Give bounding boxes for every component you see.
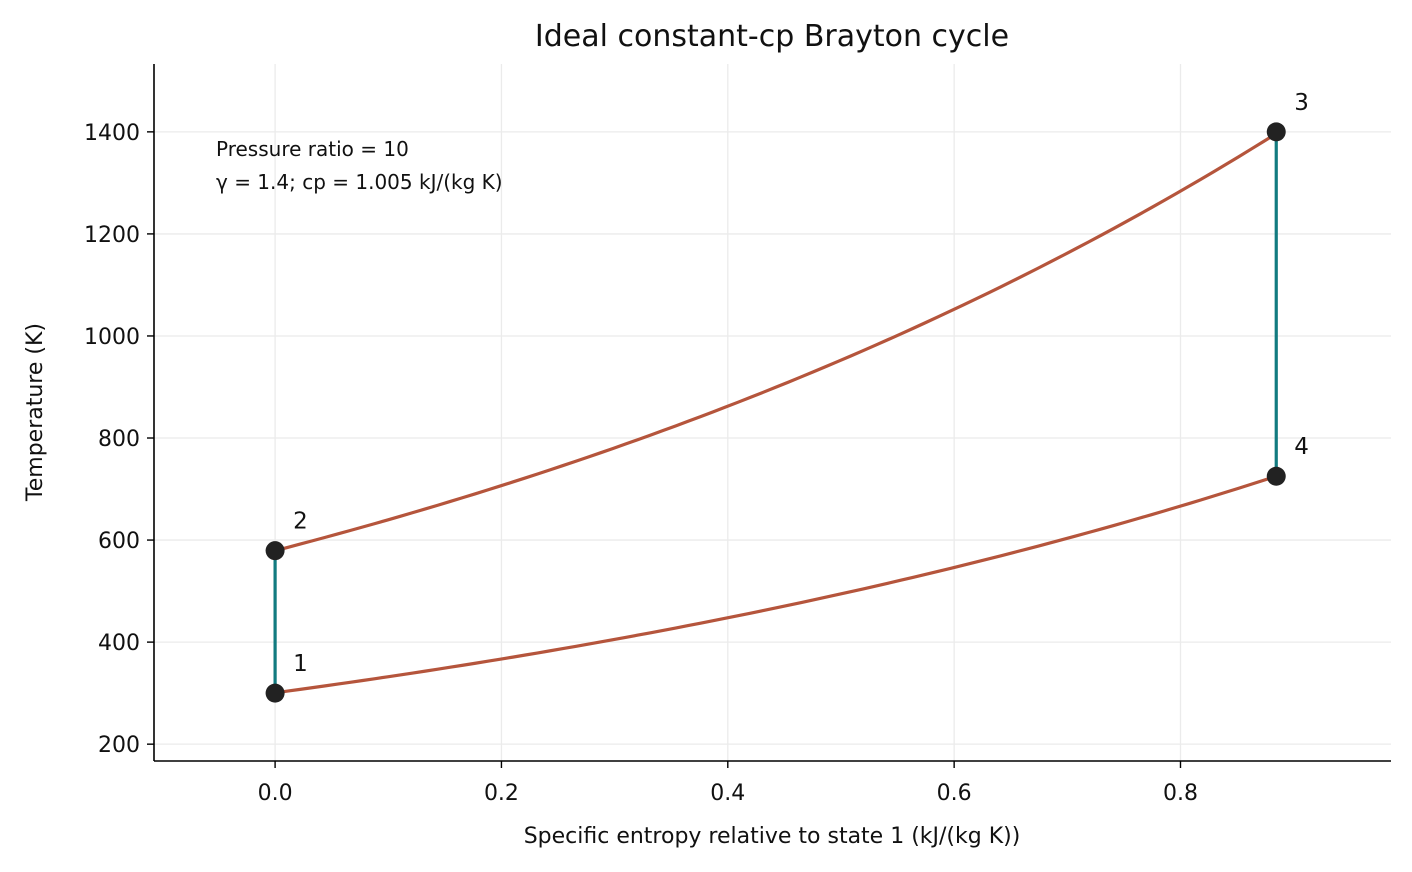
state-point-1 <box>265 683 285 703</box>
annotation-line-2: γ = 1.4; cp = 1.005 kJ/(kg K) <box>216 170 503 194</box>
x-tick-label: 0.4 <box>710 781 745 806</box>
chart-title: Ideal constant-cp Brayton cycle <box>535 19 1009 54</box>
annotation: Pressure ratio = 10 γ = 1.4; cp = 1.005 … <box>216 137 503 194</box>
state-markers <box>265 122 1286 703</box>
axes <box>153 64 1391 762</box>
annotation-line-1: Pressure ratio = 10 <box>216 137 409 161</box>
y-tick-label: 1400 <box>84 121 140 146</box>
y-tick-label: 1000 <box>84 325 140 350</box>
y-tick-label: 1200 <box>84 223 140 248</box>
x-tick-label: 0.6 <box>937 781 972 806</box>
processes <box>273 131 1278 695</box>
state-label-1: 1 <box>293 651 308 677</box>
state-point-3 <box>1266 122 1286 142</box>
y-ticks: 200 400 600 800 1000 1200 1400 <box>84 121 154 758</box>
process-2-3 <box>274 132 1278 553</box>
state-point-2 <box>265 541 285 561</box>
x-tick-label: 0.8 <box>1163 781 1198 806</box>
x-tick-label: 0.0 <box>258 781 293 806</box>
x-axis-label: Specific entropy relative to state 1 (kJ… <box>524 824 1021 849</box>
state-labels: 1 2 3 4 <box>293 90 1309 677</box>
state-label-2: 2 <box>293 509 308 535</box>
state-label-4: 4 <box>1294 434 1309 460</box>
x-tick-label: 0.2 <box>484 781 519 806</box>
y-tick-label: 400 <box>98 631 140 656</box>
process-4-1 <box>274 474 1277 695</box>
grid <box>154 64 1391 761</box>
y-tick-label: 600 <box>98 529 140 554</box>
x-ticks: 0.0 0.2 0.4 0.6 0.8 <box>258 761 1198 806</box>
y-tick-label: 200 <box>98 733 140 758</box>
y-axis-label: Temperature (K) <box>23 323 48 502</box>
state-label-3: 3 <box>1294 90 1309 116</box>
y-tick-label: 800 <box>98 427 140 452</box>
state-point-4 <box>1266 466 1286 486</box>
